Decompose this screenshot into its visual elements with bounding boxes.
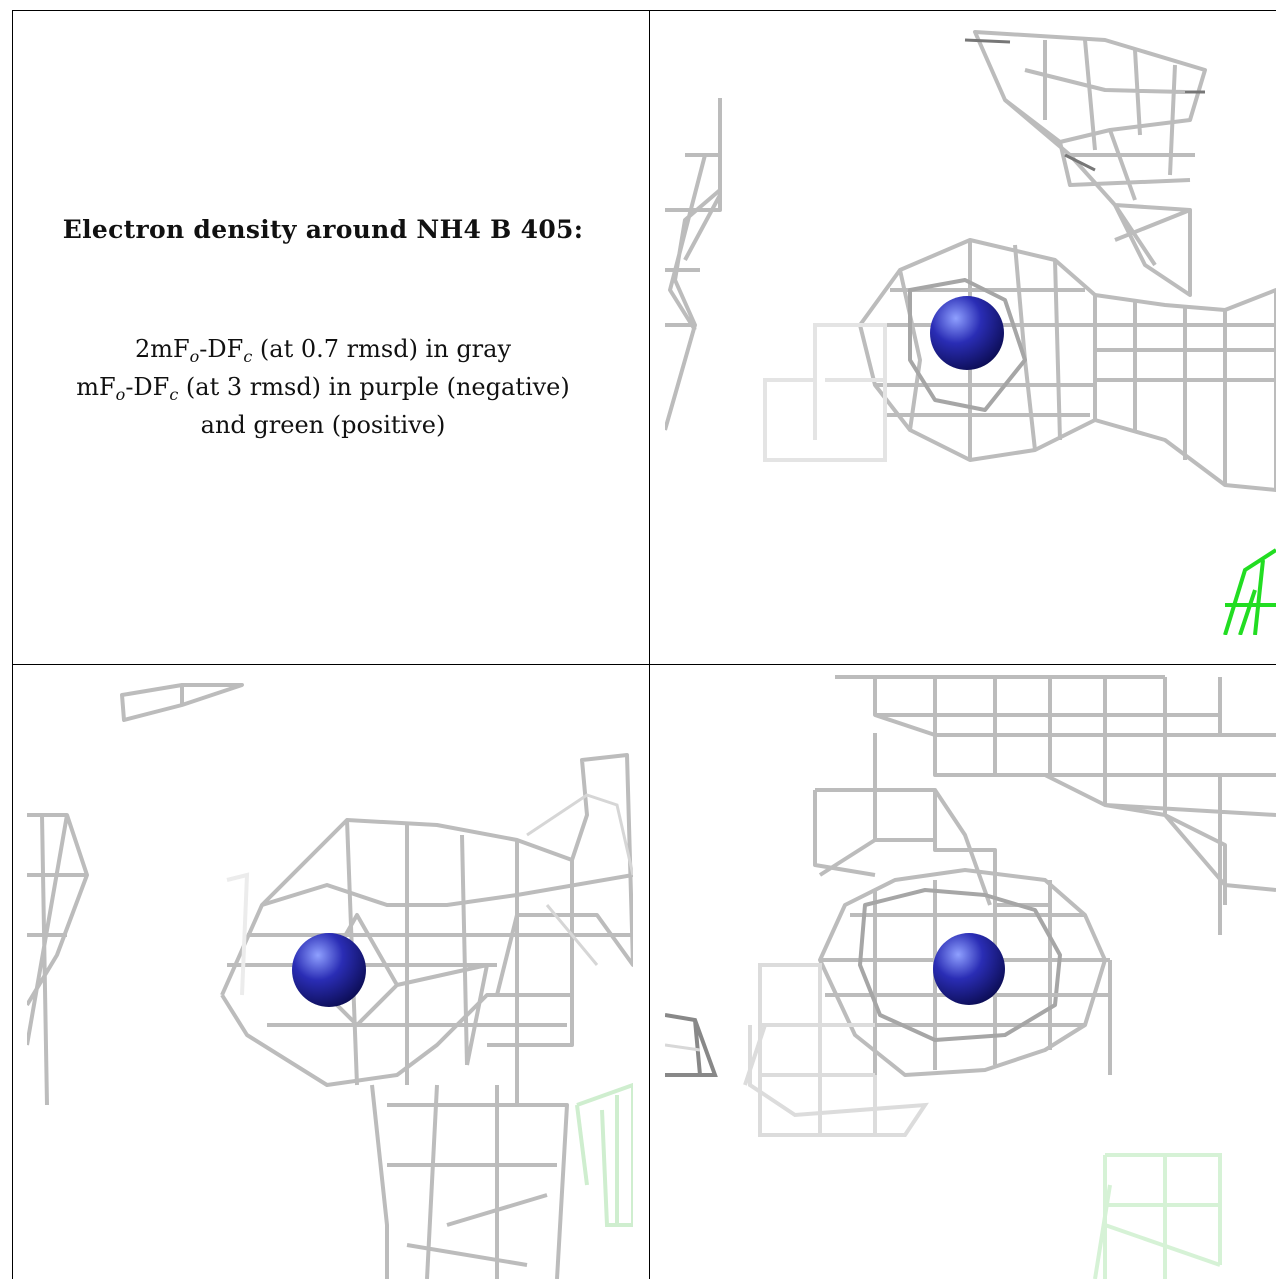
density-view-top-right [665,30,1276,635]
density-mesh-bottom-left [27,683,633,1279]
caption-title: Electron density around NH4 B 405: [62,215,584,244]
caption-panel: Electron density around NH4 B 405: 2mFo-… [12,10,634,663]
legend-fofc: mFo-DFc (at 3 rmsd) in purple (negative) [76,373,570,404]
frame-middle-vertical [649,10,650,1279]
ammonium-ion-sphere [292,933,366,1007]
caption-legend: 2mFo-DFc (at 0.7 rmsd) in gray mFo-DFc (… [12,330,634,444]
density-view-bottom-left [27,665,633,1279]
density-mesh-top-right [665,30,1276,635]
legend-2fofc: 2mFo-DFc (at 0.7 rmsd) in gray [134,335,512,366]
frame-middle-horizontal [12,664,1276,665]
ammonium-ion-sphere [933,933,1005,1005]
legend-fofc-colors: and green (positive) [200,411,446,439]
frame-top [12,10,1276,11]
frame-left [12,10,13,1279]
density-view-bottom-right [665,665,1276,1279]
density-mesh-bottom-right [665,675,1276,1279]
ammonium-ion-sphere [930,296,1004,370]
